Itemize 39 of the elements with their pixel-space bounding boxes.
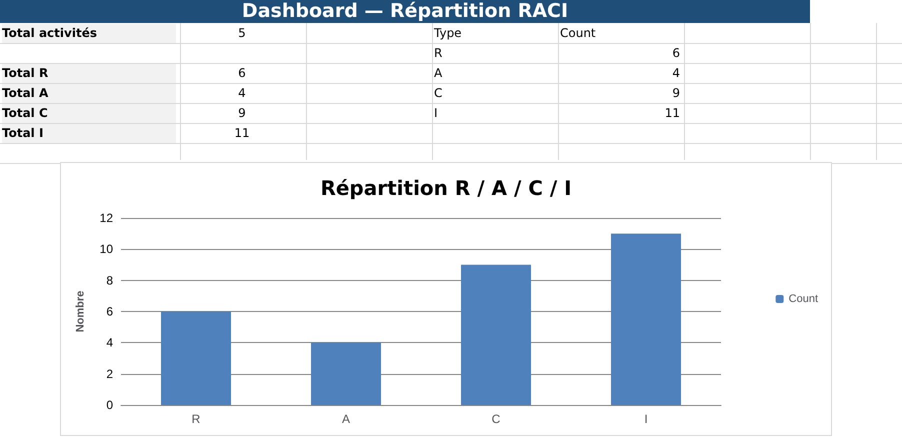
x-tick-label: C (492, 412, 501, 426)
bar (461, 264, 531, 405)
y-tick-label: 6 (106, 304, 114, 318)
x-tick-label: A (342, 412, 350, 426)
text: R (434, 45, 444, 62)
y-tick-label: 8 (106, 273, 114, 288)
chart-title: Répartition R / A / C / I (320, 176, 572, 200)
bar (161, 312, 231, 405)
text: Total C (2, 104, 176, 123)
y-tick-label: 2 (106, 366, 114, 381)
text: A (434, 65, 444, 82)
x-tick-label: R (192, 412, 201, 426)
y-tick-label: 12 (100, 211, 114, 225)
y-axis-title: Nombre (74, 290, 86, 332)
y-tick-label: 10 (100, 242, 114, 256)
text: 11 (233, 125, 251, 142)
x-tick-label: I (644, 412, 648, 426)
text: Dashboard — Répartition RACI (0, 0, 810, 23)
text: Type (434, 25, 463, 42)
bar (311, 342, 381, 405)
text: Count (560, 25, 597, 42)
text: 4 (237, 85, 247, 102)
text: Total A (2, 84, 176, 103)
y-tick-label: 0 (106, 398, 114, 412)
text: 6 (237, 65, 247, 82)
text: 9 (671, 85, 680, 102)
text: Total activités (2, 24, 176, 43)
y-tick-label: 4 (106, 336, 114, 350)
text: C (434, 85, 444, 102)
text: 9 (237, 105, 247, 122)
bar (611, 234, 681, 405)
text: Total R (2, 64, 176, 83)
text: 5 (237, 25, 247, 42)
text: 4 (671, 65, 680, 82)
text: 11 (664, 105, 680, 122)
text: 6 (671, 45, 680, 62)
legend-label: Count (788, 293, 818, 305)
text: Total I (2, 124, 176, 143)
text: I (434, 105, 439, 122)
